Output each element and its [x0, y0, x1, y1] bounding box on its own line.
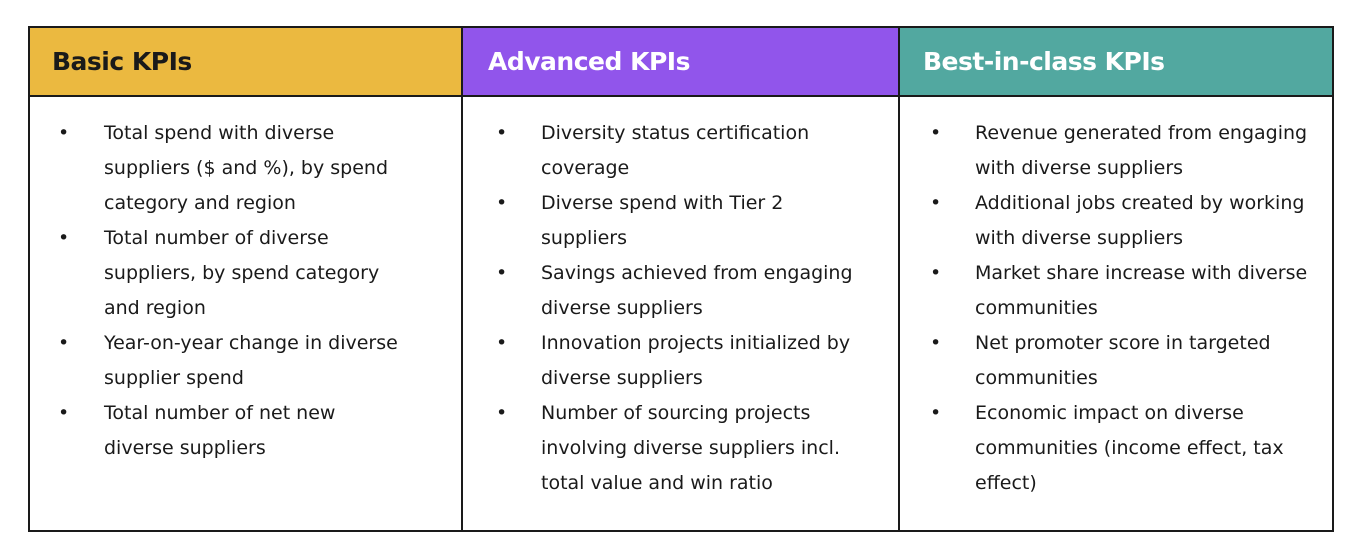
list-item: • Total number of diverse suppliers, by s…	[30, 221, 461, 326]
kpi-list-advanced: • Diversity status certification coverage…	[463, 97, 898, 501]
bullet-icon: •	[930, 122, 942, 144]
list-item: • Diverse spend with Tier 2 suppliers	[463, 186, 898, 256]
bullet-icon: •	[496, 192, 508, 214]
bullet-icon: •	[496, 402, 508, 424]
column-advanced-kpis: Advanced KPIs • Diversity status certific…	[461, 28, 898, 530]
list-item: • Innovation projects initialized by dive…	[463, 326, 898, 396]
list-item-text: Year-on-year change in diverse supplier …	[104, 332, 398, 389]
list-item-text: Economic impact on diverse communities (…	[975, 402, 1284, 494]
column-best-in-class-kpis: Best-in-class KPIs • Revenue generated fr…	[898, 28, 1332, 530]
list-item-text: Innovation projects initialized by diver…	[541, 332, 851, 389]
list-item: • Market share increase with diverse comm…	[900, 256, 1332, 326]
bullet-icon: •	[930, 332, 942, 354]
kpi-list-basic: • Total spend with diverse suppliers ($ a…	[30, 97, 461, 466]
list-item-text: Total spend with diverse suppliers ($ an…	[104, 122, 389, 214]
list-item: • Diversity status certification coverage	[463, 116, 898, 186]
column-basic-kpis: Basic KPIs • Total spend with diverse sup…	[30, 28, 461, 530]
column-header-best-in-class: Best-in-class KPIs	[900, 28, 1332, 97]
list-item: • Additional jobs created by working with…	[900, 186, 1332, 256]
list-item: • Revenue generated from engaging with di…	[900, 116, 1332, 186]
list-item: • Savings achieved from engaging diverse …	[463, 256, 898, 326]
list-item-text: Revenue generated from engaging with div…	[975, 122, 1308, 179]
list-item-text: Savings achieved from engaging diverse s…	[541, 262, 853, 319]
list-item-text: Diversity status certification coverage	[541, 122, 810, 179]
list-item: • Total spend with diverse suppliers ($ a…	[30, 116, 461, 221]
list-item-text: Total number of net new diverse supplier…	[104, 402, 336, 459]
column-header-basic: Basic KPIs	[30, 28, 461, 97]
bullet-icon: •	[496, 332, 508, 354]
list-item: • Year-on-year change in diverse supplier…	[30, 326, 461, 396]
bullet-icon: •	[58, 122, 70, 144]
kpi-table: Basic KPIs • Total spend with diverse sup…	[28, 26, 1334, 532]
list-item: • Number of sourcing projects involving d…	[463, 396, 898, 501]
list-item-text: Diverse spend with Tier 2 suppliers	[541, 192, 784, 249]
bullet-icon: •	[58, 332, 70, 354]
bullet-icon: •	[496, 122, 508, 144]
list-item-text: Additional jobs created by working with …	[975, 192, 1305, 249]
list-item-text: Market share increase with diverse commu…	[975, 262, 1308, 319]
bullet-icon: •	[496, 262, 508, 284]
list-item: • Total number of net new diverse supplie…	[30, 396, 461, 466]
bullet-icon: •	[58, 227, 70, 249]
list-item-text: Number of sourcing projects involving di…	[541, 402, 840, 494]
bullet-icon: •	[930, 192, 942, 214]
list-item: • Net promoter score in targeted communit…	[900, 326, 1332, 396]
column-header-advanced: Advanced KPIs	[463, 28, 898, 97]
bullet-icon: •	[58, 402, 70, 424]
kpi-list-best-in-class: • Revenue generated from engaging with di…	[900, 97, 1332, 501]
bullet-icon: •	[930, 262, 942, 284]
list-item-text: Total number of diverse suppliers, by sp…	[104, 227, 380, 319]
bullet-icon: •	[930, 402, 942, 424]
list-item: • Economic impact on diverse communities …	[900, 396, 1332, 501]
list-item-text: Net promoter score in targeted communiti…	[975, 332, 1271, 389]
